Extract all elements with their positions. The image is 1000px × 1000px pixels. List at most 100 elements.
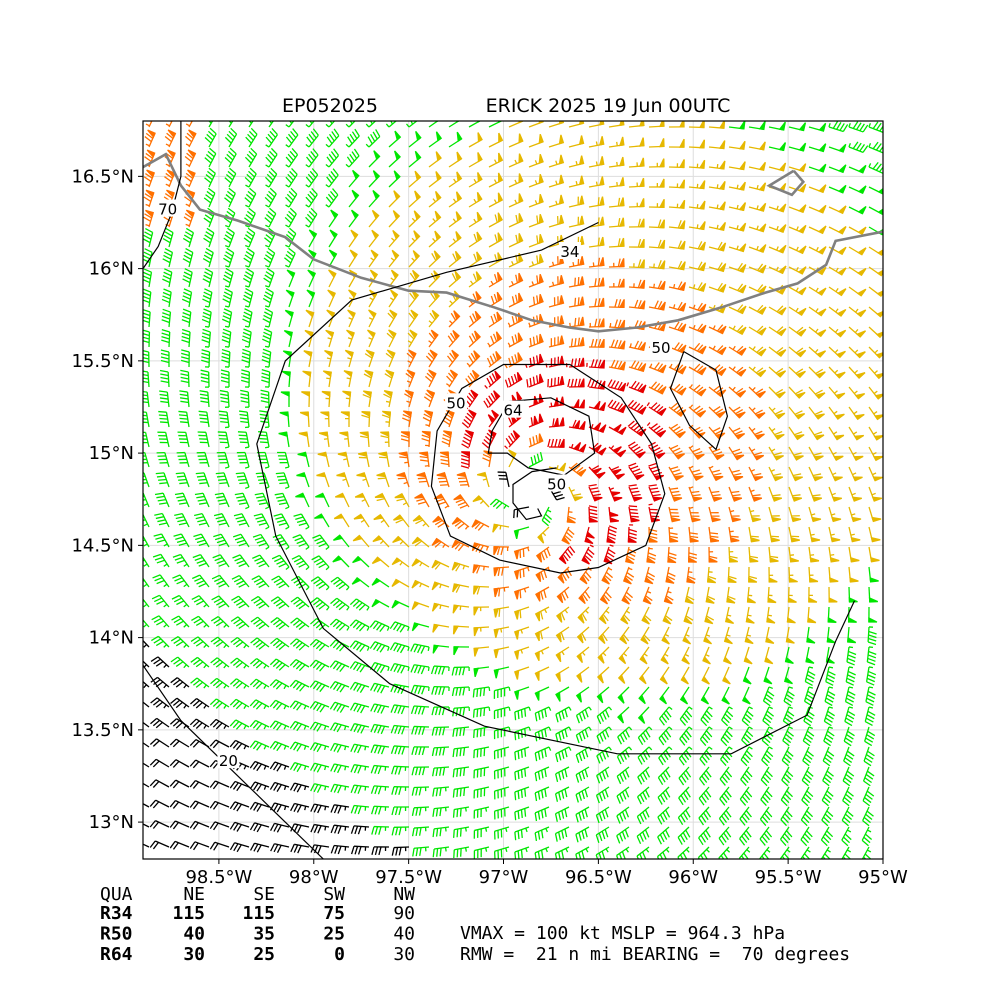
wind-barb (628, 462, 645, 481)
wind-barb (412, 514, 430, 528)
wind-barb (204, 127, 217, 148)
wind-barb (436, 471, 450, 488)
contour-label: 34 (560, 243, 579, 261)
wind-barb (402, 410, 412, 428)
wind-barb (448, 310, 461, 328)
wind-barb (698, 806, 712, 826)
wind-barb (324, 349, 334, 368)
wind-barb (452, 604, 470, 614)
wind-barb (668, 159, 685, 169)
wind-barb (780, 806, 793, 827)
wind-barb (699, 726, 713, 746)
wind-barb (243, 247, 255, 268)
wind-barb (473, 746, 490, 759)
contour-label-bg (445, 393, 468, 411)
wind-barb (867, 626, 877, 646)
wind-barb (828, 164, 847, 174)
wind-barb (224, 187, 236, 208)
wind-barb (209, 739, 230, 749)
wind-barb (368, 170, 381, 188)
wind-barb (861, 826, 873, 847)
wind-barb (788, 204, 807, 214)
wind-barb (411, 786, 430, 796)
wind-barb (269, 740, 290, 752)
wind-barb (748, 121, 766, 131)
wind-barb (514, 766, 530, 781)
wind-barb (677, 826, 691, 845)
wind-barb (598, 626, 610, 644)
wind-barb (326, 309, 336, 328)
lat-tick-label: 13°N (89, 812, 134, 833)
wind-barb (387, 309, 398, 328)
wind-barb (289, 761, 310, 773)
wind-barb (190, 656, 210, 669)
wind-barb (488, 311, 503, 328)
wind-barb (868, 266, 883, 277)
wind-barb (848, 306, 867, 318)
wind-barb (868, 446, 883, 462)
wind-barb (808, 326, 827, 338)
wind-barb (679, 706, 693, 726)
wind-barb (808, 366, 826, 379)
wind-barb (310, 597, 330, 611)
wind-barb (868, 366, 883, 380)
contour-label-bg (502, 400, 524, 418)
wind-barb (329, 681, 350, 693)
wind-barb (596, 726, 612, 744)
wind-barb (863, 746, 875, 767)
wind-barb (143, 742, 150, 748)
wind-barb (170, 636, 190, 648)
wind-barb (151, 594, 170, 608)
wind-barb (285, 148, 299, 168)
wind-barb (271, 575, 290, 589)
wind-barb (822, 766, 834, 787)
wind-barb (568, 121, 585, 128)
wind-barb (608, 237, 625, 248)
wind-barb (169, 820, 190, 830)
figure-title: ERICK 2025 19 Jun 00UTC (486, 95, 731, 117)
wind-barb (408, 130, 422, 148)
wind-barb (269, 720, 290, 731)
radii-value: 115 (242, 903, 275, 924)
wind-barb (165, 121, 173, 128)
wind-barb (608, 177, 625, 188)
wind-barb (208, 121, 214, 128)
wind-barb (636, 826, 650, 845)
wind-barb (728, 446, 745, 461)
wind-barb (608, 136, 625, 148)
wind-barb (513, 646, 530, 660)
wind-barb (568, 462, 587, 477)
wind-barb (828, 386, 846, 400)
wind-barb (242, 287, 254, 308)
wind-barb (808, 346, 827, 358)
wind-barb (330, 742, 350, 753)
wind-barb (688, 221, 706, 231)
wind-barb (555, 746, 572, 763)
wind-barb (728, 426, 746, 440)
wind-barb (596, 666, 610, 684)
wind-barb (289, 741, 310, 752)
wind-barb (464, 389, 479, 410)
wind-barb (841, 826, 852, 847)
wind-barb (453, 493, 470, 509)
wind-barb (599, 586, 612, 605)
wind-barb (368, 150, 381, 168)
wind-barb (488, 272, 503, 288)
wind-barb (388, 150, 401, 168)
wind-barb (252, 533, 270, 550)
wind-barb (391, 826, 410, 836)
wind-barb (581, 544, 595, 565)
wind-barb (787, 586, 797, 603)
wind-barb (448, 231, 462, 248)
wind-barb (161, 308, 172, 328)
wind-barb (688, 404, 707, 418)
wind-barb (144, 129, 156, 148)
lat-tick-label: 14°N (89, 628, 134, 649)
wind-barb (686, 566, 696, 584)
wind-barb (702, 646, 711, 665)
wind-barb (548, 121, 565, 128)
wind-barb (170, 697, 190, 709)
wind-barb (293, 513, 310, 530)
wind-barb (349, 681, 370, 693)
wind-barb (290, 843, 310, 854)
